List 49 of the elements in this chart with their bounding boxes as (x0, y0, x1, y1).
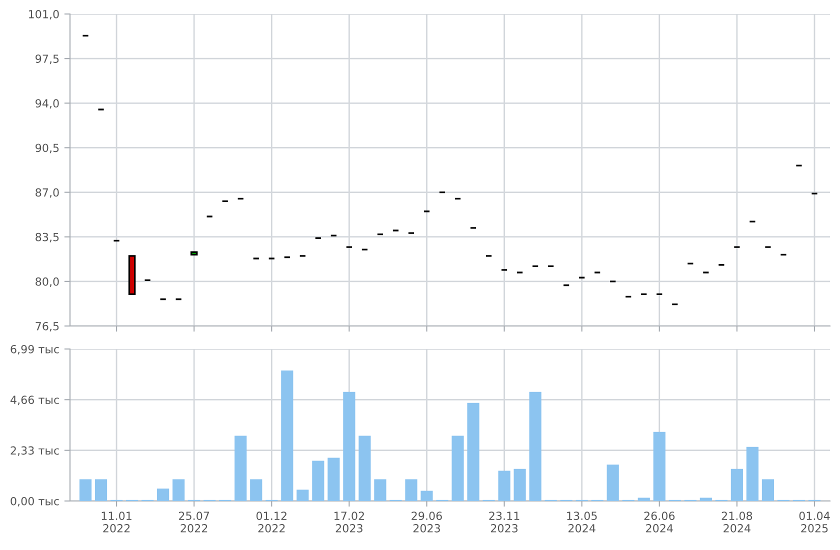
y-tick-label: 101,0 (28, 10, 59, 20)
bar (514, 468, 526, 501)
bar (328, 458, 340, 501)
y-tick-label: 87,0 (36, 188, 59, 198)
x-tick-label: 01.12 2022 (256, 512, 286, 532)
x-tick-label: 26.06 2024 (644, 512, 675, 532)
bar (250, 479, 262, 501)
bar (358, 436, 371, 501)
y-tick-label: 94,0 (36, 99, 59, 109)
x-tick-label: 17.02 2023 (334, 512, 364, 532)
bar (172, 479, 185, 501)
bar (606, 464, 619, 501)
bar (467, 402, 480, 501)
bar (157, 488, 170, 501)
y-tick-label: 83,5 (36, 232, 59, 242)
y-tick-label: 90,5 (36, 144, 59, 154)
y-tick-label: 6,99 тыс (10, 344, 59, 355)
bar (498, 470, 510, 501)
bar (94, 479, 108, 501)
bar (420, 490, 433, 501)
bar (281, 370, 294, 501)
bar (529, 392, 542, 501)
y-tick-label: 4,66 тыс (10, 396, 59, 406)
bar (452, 436, 464, 501)
y-tick-label: 80,0 (36, 277, 59, 287)
bar (730, 468, 743, 501)
x-tick-label: 29.06 2023 (412, 512, 442, 532)
bar (343, 392, 356, 501)
y-tick-label: 97,5 (36, 54, 59, 64)
bar (312, 460, 324, 501)
bar (296, 490, 309, 501)
bar (653, 432, 666, 501)
bar (405, 479, 418, 501)
y-tick-label: 76,5 (36, 322, 59, 332)
bar (700, 498, 712, 501)
y-tick-label: 0,00 тыс (10, 496, 59, 507)
bar (746, 446, 758, 501)
bar (762, 479, 774, 501)
bar (638, 498, 650, 501)
bar (374, 479, 386, 501)
bar (234, 436, 247, 501)
y-tick-label: 2,33 тыс (10, 446, 59, 456)
x-tick-label: 13.05 2024 (567, 512, 597, 532)
x-tick-label: 23.11 2023 (489, 512, 520, 532)
x-tick-label: 01.04 2025 (799, 512, 830, 532)
x-tick-label: 11.01 2022 (102, 512, 132, 532)
x-tick-label: 21.08 2024 (722, 512, 752, 532)
bar (79, 479, 92, 501)
x-tick-label: 25.07 2022 (178, 512, 210, 532)
